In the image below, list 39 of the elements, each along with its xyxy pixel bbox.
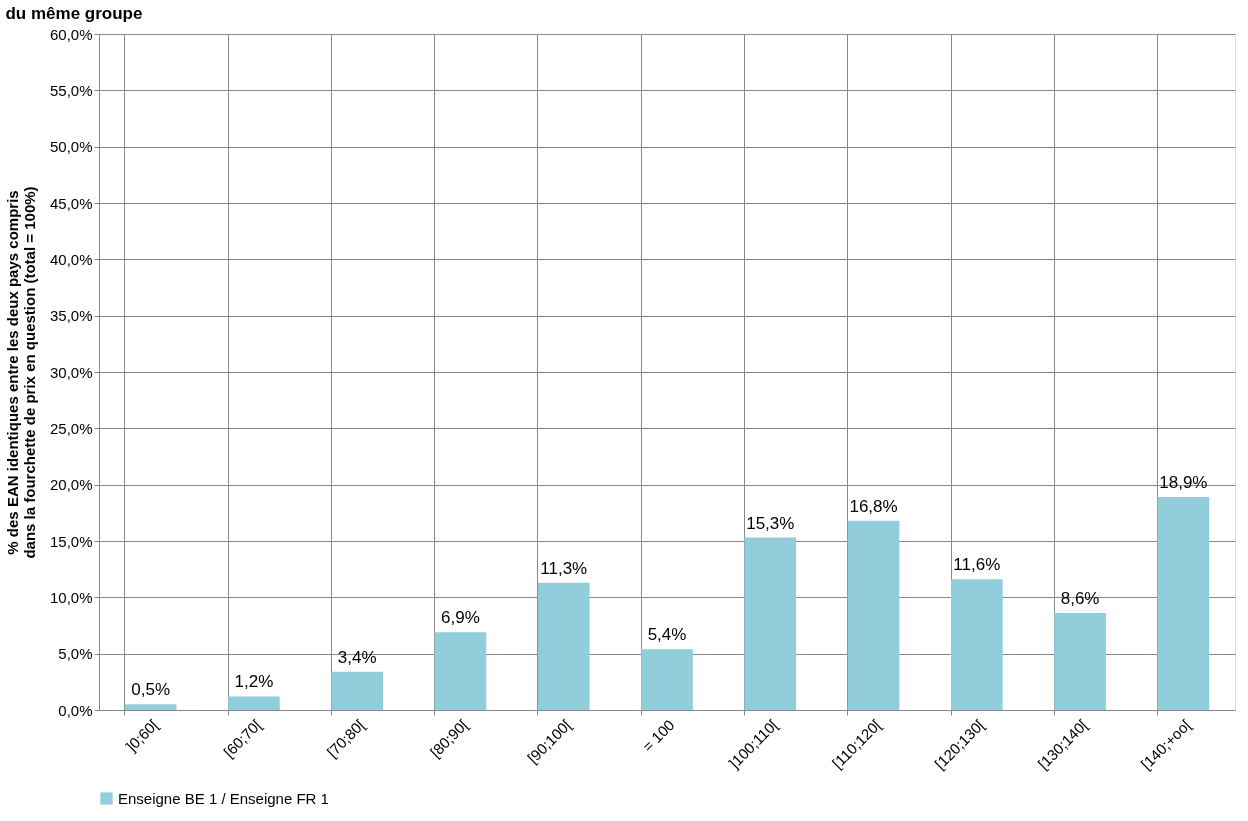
y-tick-label: 45,0% (49, 194, 93, 212)
y-tick-label: 25,0% (49, 419, 93, 437)
data-label: 16,8% (849, 496, 898, 516)
data-label: 15,3% (746, 513, 795, 533)
y-tick-label: 10,0% (49, 588, 93, 606)
data-label: 11,3% (540, 558, 588, 578)
data-label: 8,6% (1060, 589, 1100, 609)
y-tick-label: 50,0% (49, 138, 93, 156)
bar (1054, 613, 1106, 710)
data-label: 11,6% (953, 555, 1001, 575)
y-tick-label: 60,0% (49, 25, 93, 43)
data-label: 0,5% (131, 680, 171, 700)
data-label: 1,2% (234, 672, 274, 692)
y-tick-label: 35,0% (49, 307, 93, 325)
bar (331, 671, 383, 710)
y-tick-label: 40,0% (49, 250, 93, 268)
x-tick-label: = 100 (638, 716, 678, 755)
legend-label: Enseigne BE 1 / Enseigne FR 1 (118, 789, 329, 807)
data-label: 6,9% (441, 608, 480, 628)
bar (1157, 497, 1210, 710)
y-tick-label: 20,0% (49, 476, 93, 494)
y-tick-label: 15,0% (49, 532, 93, 550)
y-tick-label: 30,0% (49, 363, 93, 381)
bar (744, 537, 797, 710)
data-label: 5,4% (647, 625, 687, 645)
y-tick-label: 0,0% (58, 701, 93, 719)
bar (434, 632, 487, 710)
y-axis-title: % des EAN identiques entre les deux pays compris dans la fourchette de prix en question (total = 100%) (3, 186, 38, 559)
bar (641, 649, 693, 710)
chart-title: du même groupe (5, 4, 143, 23)
data-label: 18,9% (1159, 473, 1208, 493)
bar (847, 520, 900, 710)
y-tick-label: 5,0% (58, 645, 93, 663)
bar (951, 579, 1003, 710)
data-label: 3,4% (337, 647, 377, 667)
bar (124, 704, 177, 710)
bar (537, 582, 590, 710)
y-tick-label: 55,0% (49, 81, 93, 99)
bar (228, 696, 280, 710)
